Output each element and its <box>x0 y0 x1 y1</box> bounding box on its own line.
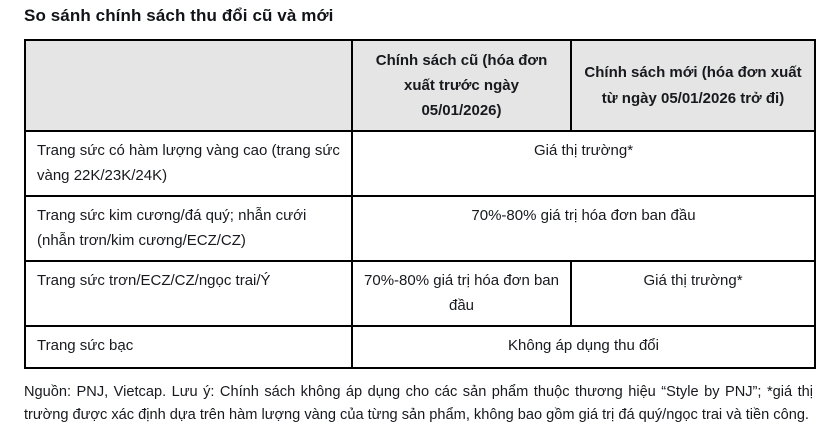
page-title: So sánh chính sách thu đổi cũ và mới <box>24 6 334 25</box>
row-old-policy-value: 70%-80% giá trị hóa đơn ban đầu <box>351 260 572 327</box>
table-header-row: Chính sách cũ (hóa đơn xuất trước ngày 0… <box>24 39 816 132</box>
row-merged-value: Giá thị trường* <box>351 130 816 197</box>
policy-comparison-table: Chính sách cũ (hóa đơn xuất trước ngày 0… <box>24 39 816 369</box>
row-label: Trang sức trơn/ECZ/CZ/ngọc trai/Ý <box>24 260 353 327</box>
row-label: Trang sức kim cương/đá quý; nhẫn cưới (n… <box>24 195 353 262</box>
row-new-policy-value: Giá thị trường* <box>570 260 816 327</box>
row-merged-value: 70%-80% giá trị hóa đơn ban đầu <box>351 195 816 262</box>
table-row: Trang sức kim cương/đá quý; nhẫn cưới (n… <box>24 195 816 262</box>
table-row: Trang sức bạc Không áp dụng thu đổi <box>24 325 816 369</box>
row-label: Trang sức có hàm lượng vàng cao (trang s… <box>24 130 353 197</box>
table-row: Trang sức trơn/ECZ/CZ/ngọc trai/Ý 70%-80… <box>24 260 816 327</box>
header-cell-new-policy: Chính sách mới (hóa đơn xuất từ ngày 05/… <box>570 39 816 132</box>
header-cell-old-policy: Chính sách cũ (hóa đơn xuất trước ngày 0… <box>351 39 572 132</box>
row-label: Trang sức bạc <box>24 325 353 369</box>
source-footnote: Nguồn: PNJ, Vietcap. Lưu ý: Chính sách k… <box>24 384 813 423</box>
table-row: Trang sức có hàm lượng vàng cao (trang s… <box>24 130 816 197</box>
row-merged-value: Không áp dụng thu đổi <box>351 325 816 369</box>
header-cell-item <box>24 39 353 132</box>
